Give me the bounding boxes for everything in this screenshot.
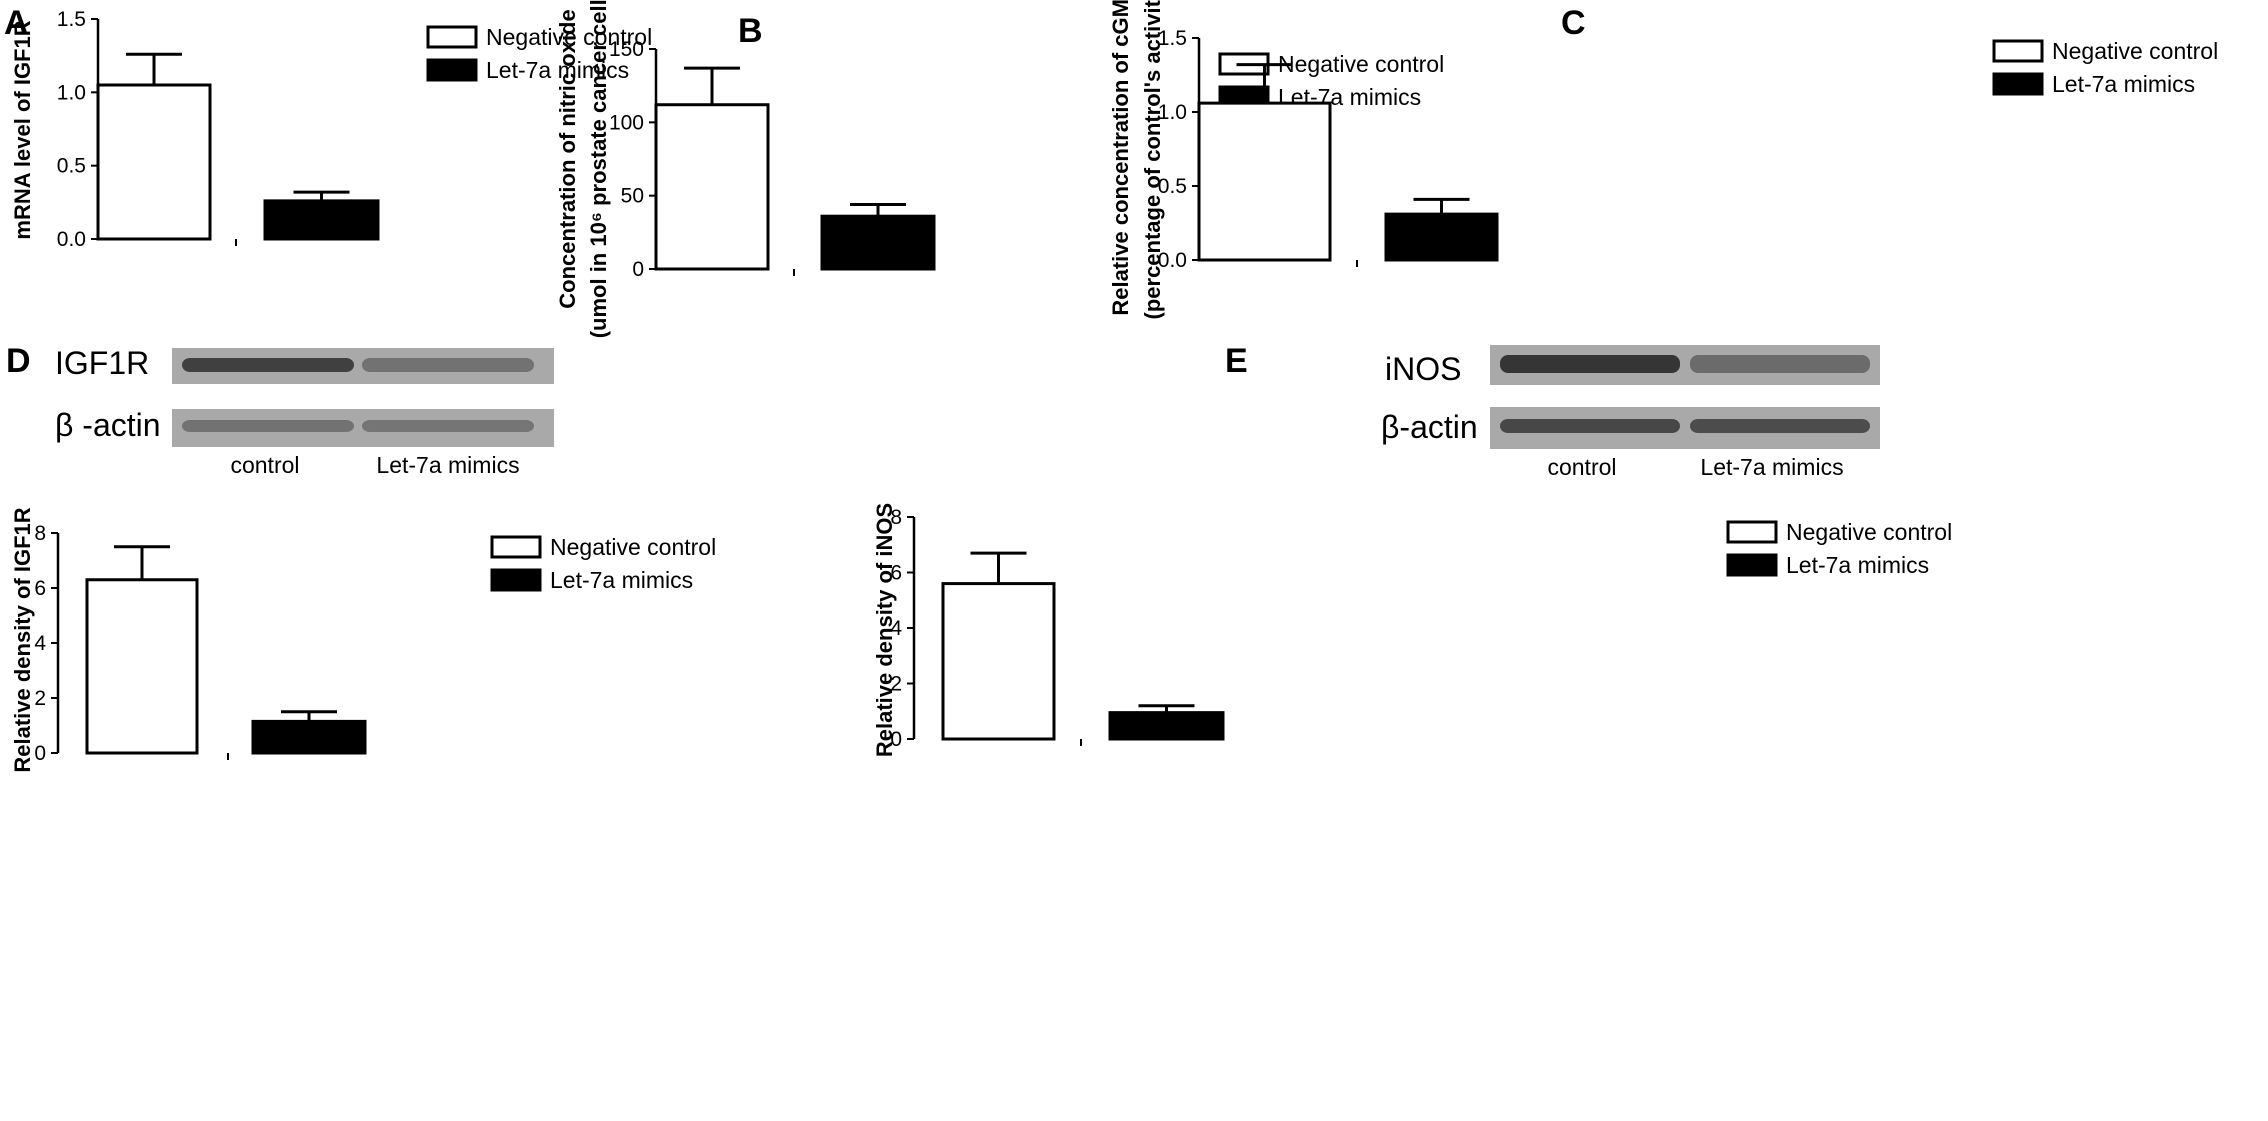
blot-band-actin	[362, 420, 534, 432]
legend-swatch-negative	[1726, 520, 1778, 544]
y-axis-label-line2: (percentage of control's activity)	[1140, 0, 1165, 319]
blot-d-lane-control: control	[230, 452, 299, 478]
legend-label-mimics: Let-7a mimics	[550, 567, 693, 593]
y-tick-label: 6	[890, 562, 902, 585]
chart-c: 0.0 0.5 1.0 1.5 Relative concentration of cG…	[1108, 0, 2218, 319]
y-axis-label-line2: (umol in 10⁶ prostate cancer cells)	[586, 0, 611, 338]
y-tick-label: 6	[34, 577, 46, 600]
panel-letter-c: C	[1561, 4, 1586, 42]
bar-let7a-mimics	[1384, 212, 1499, 262]
y-tick-label: 0	[34, 742, 46, 765]
bar-let7a-mimics	[263, 199, 380, 241]
legend-swatch-negative	[490, 535, 542, 559]
bar-let7a-mimics	[251, 719, 367, 755]
bar-negative-control	[85, 578, 199, 755]
panel-letter-d: D	[6, 342, 31, 380]
blot-d-lane-mimics: Let-7a mimics	[376, 452, 519, 478]
y-tick-label: 1.5	[1158, 27, 1187, 50]
bar-negative-control	[941, 582, 1056, 741]
legend-label-negative: Negative control	[1278, 51, 1444, 77]
y-axis-label: Relative density of iNOS	[872, 503, 897, 757]
legend-swatch-negative	[1992, 39, 2044, 63]
y-tick-label: 0.0	[1158, 249, 1187, 272]
panel-letter-a: A	[4, 4, 29, 42]
blot-d-protein-label: IGF1R	[55, 345, 149, 381]
legend-label-negative: Negative control	[550, 534, 716, 560]
y-tick-label: 8	[890, 506, 902, 529]
western-blot-d: IGF1R β -actin control Let-7a mimics	[55, 345, 554, 478]
bar-negative-control	[654, 103, 770, 271]
blot-band-actin	[182, 420, 354, 432]
blot-band-target	[182, 358, 354, 372]
blot-band-target	[362, 358, 534, 372]
y-axis-label: Relative density of IGF1R	[10, 507, 35, 772]
y-tick-label: 1.5	[57, 8, 86, 31]
y-tick-label: 50	[621, 185, 644, 208]
y-tick-label: 0.5	[1158, 175, 1187, 198]
legend-label-mimics: Let-7a mimics	[486, 57, 629, 83]
y-axis-label: Relative concentration of cGMP	[1108, 0, 1133, 316]
bar-negative-control	[96, 83, 212, 241]
blot-d-strip-bottom	[172, 409, 554, 447]
blot-d-loading-label: β -actin	[55, 407, 161, 443]
legend-label-negative: Negative control	[1786, 519, 1952, 545]
legend-label-negative: Negative control	[486, 24, 652, 50]
legend-swatch-mimics	[426, 58, 478, 82]
y-tick-label: 0.0	[57, 228, 86, 251]
blot-e-lane-mimics: Let-7a mimics	[1700, 454, 1843, 480]
legend-swatch-negative	[426, 25, 478, 49]
y-tick-label: 4	[34, 632, 46, 655]
bar-negative-control	[1197, 101, 1332, 262]
y-tick-label: 0	[632, 258, 644, 281]
y-tick-label: 2	[890, 673, 902, 696]
y-tick-label: 0.5	[57, 155, 86, 178]
bar-let7a-mimics	[1108, 711, 1225, 741]
chart-b: 0 50 100 150 Concentration of nitric oxide (u…	[555, 0, 1444, 338]
legend-label-mimics: Let-7a mimics	[2052, 71, 2195, 97]
chart-a: 0.0 0.5 1.0 1.5 mRNA level of IGF1R Negative …	[10, 8, 652, 251]
y-tick-label: 1.0	[57, 81, 86, 104]
legend-swatch-mimics	[1726, 553, 1778, 577]
blot-band-actin	[1500, 419, 1680, 433]
y-tick-label: 0	[890, 728, 902, 751]
y-axis-label: Concentration of nitric oxide	[555, 9, 580, 308]
western-blot-e: iNOS β-actin control Let-7a mimics	[1381, 345, 1880, 480]
panel-letter-b: B	[738, 12, 763, 50]
y-tick-label: 150	[609, 38, 644, 61]
blot-e-lane-control: control	[1547, 454, 1616, 480]
y-tick-label: 2	[34, 687, 46, 710]
legend-label-negative: Negative control	[2052, 38, 2218, 64]
legend-swatch-mimics	[1992, 72, 2044, 96]
blot-band-target	[1690, 355, 1870, 373]
legend-label-mimics: Let-7a mimics	[1786, 552, 1929, 578]
blot-e-protein-label: iNOS	[1385, 351, 1461, 387]
y-tick-label: 8	[34, 522, 46, 545]
y-axis-label: mRNA level of IGF1R	[10, 20, 35, 239]
panel-letter-e: E	[1225, 342, 1248, 380]
blot-e-loading-label: β-actin	[1381, 409, 1478, 445]
blot-band-target	[1500, 355, 1680, 373]
y-tick-label: 1.0	[1158, 101, 1187, 124]
legend-swatch-mimics	[490, 568, 542, 592]
bar-let7a-mimics	[820, 214, 936, 271]
blot-band-actin	[1690, 419, 1870, 433]
y-tick-label: 4	[890, 617, 902, 640]
y-tick-label: 100	[609, 111, 644, 134]
